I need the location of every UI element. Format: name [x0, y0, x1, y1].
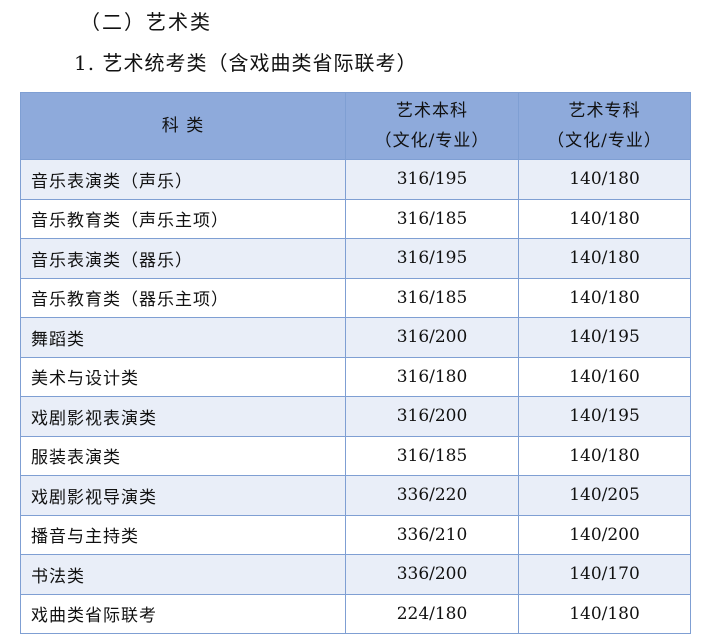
score-cell: 224/180: [345, 593, 519, 634]
category-cell: 服装表演类: [20, 435, 346, 476]
table-row: 播音与主持类 336/210 140/200: [20, 514, 691, 555]
header-cell: 科 类: [20, 92, 346, 160]
table-row: 服装表演类 316/185 140/180: [20, 435, 691, 476]
score-cell: 140/180: [518, 277, 691, 318]
category-cell: 播音与主持类: [20, 514, 346, 555]
score-cell: 140/180: [518, 238, 691, 279]
section-title: （二）艺术类: [80, 10, 212, 34]
score-cell: 140/180: [518, 198, 691, 239]
score-cell: 336/220: [345, 475, 519, 516]
header-row: 科 类 艺术本科 （文化/专业） 艺术专科 （文化/专业）: [20, 92, 691, 160]
header-text: 艺术专科: [568, 101, 641, 121]
category-cell: 戏剧影视导演类: [20, 475, 346, 516]
category-cell: 音乐表演类（器乐）: [20, 238, 346, 279]
table-row: 音乐表演类（器乐） 316/195 140/180: [20, 238, 691, 279]
score-cell: 316/195: [345, 238, 519, 279]
table-body: 音乐表演类（声乐） 316/195 140/180 音乐教育类（声乐主项） 316/18…: [20, 159, 691, 634]
subsection-title: 1. 艺术统考类（含戏曲类省际联考）: [74, 51, 418, 75]
category-cell: 美术与设计类: [20, 356, 346, 397]
header-text: 艺术本科: [396, 101, 468, 121]
score-cell: 140/160: [518, 356, 691, 397]
score-cell: 140/195: [518, 396, 691, 437]
score-cell: 140/180: [518, 435, 691, 476]
score-cell: 316/200: [345, 317, 519, 358]
header-text: （文化/专业）: [547, 131, 662, 151]
score-cell: 316/185: [345, 198, 519, 239]
header-text: （文化/专业）: [374, 131, 490, 151]
score-cell: 316/180: [345, 356, 519, 397]
score-cell: 140/170: [518, 554, 691, 595]
category-cell: 戏剧影视表演类: [20, 396, 346, 437]
score-table: 科 类艺术本科 （文化/专业） 艺术专科 （文化/专业） 音乐表演类（声乐） 316/1…: [20, 92, 691, 634]
score-cell: 336/210: [345, 514, 519, 555]
score-cell: 140/180: [518, 159, 691, 200]
score-cell: 140/205: [518, 475, 691, 516]
score-cell: 140/180: [518, 593, 691, 634]
category-cell: 戏曲类省际联考: [20, 593, 346, 634]
table-row: 戏曲类省际联考 224/180 140/180: [20, 593, 691, 634]
score-cell: 336/200: [345, 554, 519, 595]
table-row: 舞蹈类 316/200 140/195: [20, 317, 691, 358]
header-text: 科 类: [161, 116, 205, 136]
score-cell: 140/200: [518, 514, 691, 555]
table-row: 音乐教育类（声乐主项） 316/185 140/180: [20, 198, 691, 239]
score-cell: 316/185: [345, 435, 519, 476]
category-cell: 舞蹈类: [20, 317, 346, 358]
score-cell: 316/200: [345, 396, 519, 437]
category-cell: 书法类: [20, 554, 346, 595]
category-cell: 音乐教育类（器乐主项）: [20, 277, 346, 318]
table-row: 美术与设计类 316/180 140/160: [20, 356, 691, 397]
table-row: 书法类 336/200 140/170: [20, 554, 691, 595]
category-cell: 音乐表演类（声乐）: [20, 159, 346, 200]
header-cell: 艺术本科 （文化/专业）: [345, 92, 519, 160]
table-row: 音乐表演类（声乐） 316/195 140/180: [20, 159, 691, 200]
table-row: 戏剧影视表演类 316/200 140/195: [20, 396, 691, 437]
score-cell: 316/185: [345, 277, 519, 318]
category-cell: 音乐教育类（声乐主项）: [20, 198, 346, 239]
header-cell: 艺术专科 （文化/专业）: [518, 92, 691, 160]
score-cell: 140/195: [518, 317, 691, 358]
score-cell: 316/195: [345, 159, 519, 200]
table-row: 音乐教育类（器乐主项） 316/185 140/180: [20, 277, 691, 318]
table-row: 戏剧影视导演类 336/220 140/205: [20, 475, 691, 516]
